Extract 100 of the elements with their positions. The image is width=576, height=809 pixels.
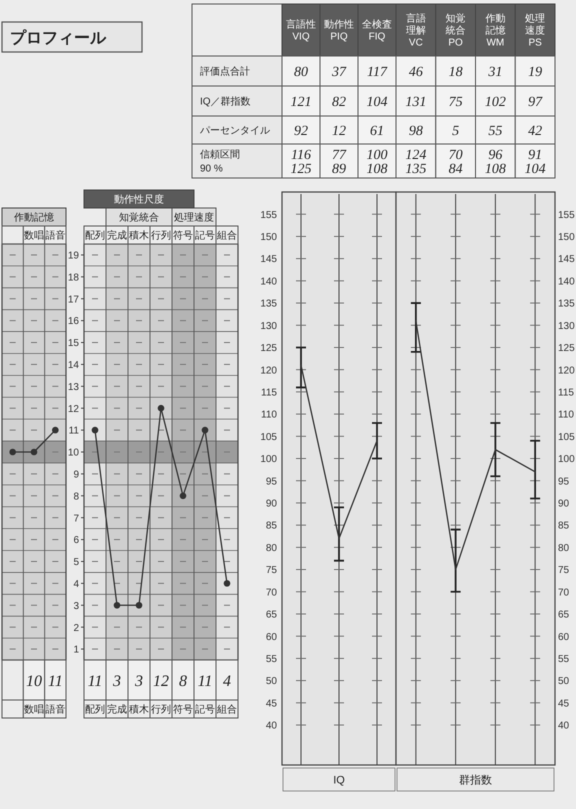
column-header: 言語性 VIQ <box>286 20 316 43</box>
x-label: IQ <box>333 774 345 786</box>
cell: 131 <box>405 95 426 110</box>
category-label: 積木 <box>129 230 149 242</box>
tick-label: 100 <box>260 454 277 466</box>
tick-label: 110 <box>558 410 574 421</box>
cell: 100 108 <box>366 148 388 178</box>
tick-label: 135 <box>558 298 575 310</box>
data-label: 8 <box>179 672 187 690</box>
cell: 97 <box>528 95 542 110</box>
tick-label: 85 <box>558 520 570 532</box>
tick-label: 120 <box>260 365 277 376</box>
data-label: 3 <box>135 672 143 690</box>
cell: 18 <box>448 65 463 80</box>
cell: 37 <box>332 65 346 80</box>
column-header: 全検査 FIQ <box>362 20 392 43</box>
tick-label: 60 <box>266 632 277 643</box>
tick-label: 6 <box>73 535 79 546</box>
category-label: 数唱 <box>24 704 44 716</box>
tick-label: 115 <box>558 387 574 398</box>
cell: 82 <box>332 95 346 110</box>
cell: 124 135 <box>405 148 426 178</box>
tick-label: 150 <box>558 232 575 244</box>
tick-label: 45 <box>266 698 277 710</box>
data-label: 11 <box>198 672 212 690</box>
tick-label: 135 <box>260 298 277 310</box>
category-label: 組合 <box>217 230 237 242</box>
cell: 19 <box>528 65 542 80</box>
tick-label: 130 <box>558 320 575 332</box>
band-label: 知覚統合 <box>119 212 159 224</box>
category-label: 配列 <box>85 230 105 242</box>
tick-label: 90 <box>266 498 277 510</box>
tick-label: 60 <box>558 632 570 643</box>
tick-label: 17 <box>68 294 79 306</box>
cell: 92 <box>294 124 308 140</box>
tick-label: 105 <box>558 432 575 443</box>
cell: 80 <box>294 65 308 80</box>
tick-label: 65 <box>266 610 277 621</box>
tick-label: 85 <box>266 520 277 532</box>
tick-label: 120 <box>558 365 575 376</box>
tick-label: 50 <box>558 676 570 688</box>
category-label: 行列 <box>151 230 171 242</box>
cell: 104 <box>366 95 388 110</box>
tick-label: 14 <box>68 360 79 372</box>
tick-label: 150 <box>260 232 277 244</box>
category-label: 配列 <box>85 704 105 716</box>
category-label: 組合 <box>217 704 237 716</box>
cell: 121 <box>290 95 312 110</box>
cell: 98 <box>408 124 423 140</box>
tick-label: 70 <box>266 587 277 598</box>
tick-label: 45 <box>558 698 570 710</box>
tick-label: 70 <box>558 587 570 598</box>
data-label: 11 <box>48 672 63 690</box>
tick-label: 55 <box>558 654 570 665</box>
cell: 117 <box>367 65 387 80</box>
column-header: 処理速度 PS <box>525 14 546 49</box>
cell: 55 <box>488 124 502 140</box>
title: プロフィール <box>10 30 106 47</box>
tick-label: 95 <box>558 476 570 488</box>
tick-label: 10 <box>68 448 79 459</box>
tick-label: 115 <box>261 387 277 398</box>
tick-label: 125 <box>558 343 575 354</box>
column-header: 言語理解 VC <box>406 14 426 49</box>
category-label: 完成 <box>107 704 127 716</box>
tick-label: 155 <box>260 210 277 221</box>
category-label: 数唱 <box>24 230 44 242</box>
tick-label: 40 <box>266 720 277 732</box>
category-label: 符号 <box>173 230 193 242</box>
tick-label: 5 <box>73 557 79 568</box>
band-label: 処理速度 <box>174 212 214 224</box>
data-label: 4 <box>223 672 231 690</box>
tick-label: 65 <box>558 610 570 621</box>
row-header: IQ／群指数 <box>200 96 251 108</box>
cell: 96 108 <box>484 148 506 178</box>
tick-label: 105 <box>260 432 277 443</box>
category-label: 語音 <box>45 230 66 242</box>
cell: 116 125 <box>290 148 312 178</box>
tick-label: 40 <box>558 720 570 732</box>
tick-label: 90 <box>558 498 570 510</box>
tick-label: 15 <box>68 338 79 350</box>
row-header: 信頼区間 90 % <box>200 150 240 175</box>
tick-label: 75 <box>266 565 277 576</box>
cell: 42 <box>528 124 542 140</box>
tick-label: 145 <box>558 254 575 266</box>
tick-label: 7 <box>73 513 79 524</box>
data-label: 3 <box>113 672 121 690</box>
category-label: 完成 <box>107 230 127 242</box>
cell: 91 104 <box>524 148 546 178</box>
cell: 12 <box>332 124 346 140</box>
tick-label: 50 <box>266 676 277 688</box>
tick-label: 145 <box>260 254 277 266</box>
column-header: 作動記憶 WM <box>485 14 506 49</box>
data-label: 12 <box>153 672 169 690</box>
tick-label: 8 <box>73 491 79 502</box>
category-label: 記号 <box>195 230 215 242</box>
tick-label: 55 <box>266 654 277 665</box>
category-label: 符号 <box>173 704 193 716</box>
tick-label: 16 <box>68 316 79 328</box>
tick-label: 1 <box>73 644 79 656</box>
cell: 75 <box>448 95 463 110</box>
